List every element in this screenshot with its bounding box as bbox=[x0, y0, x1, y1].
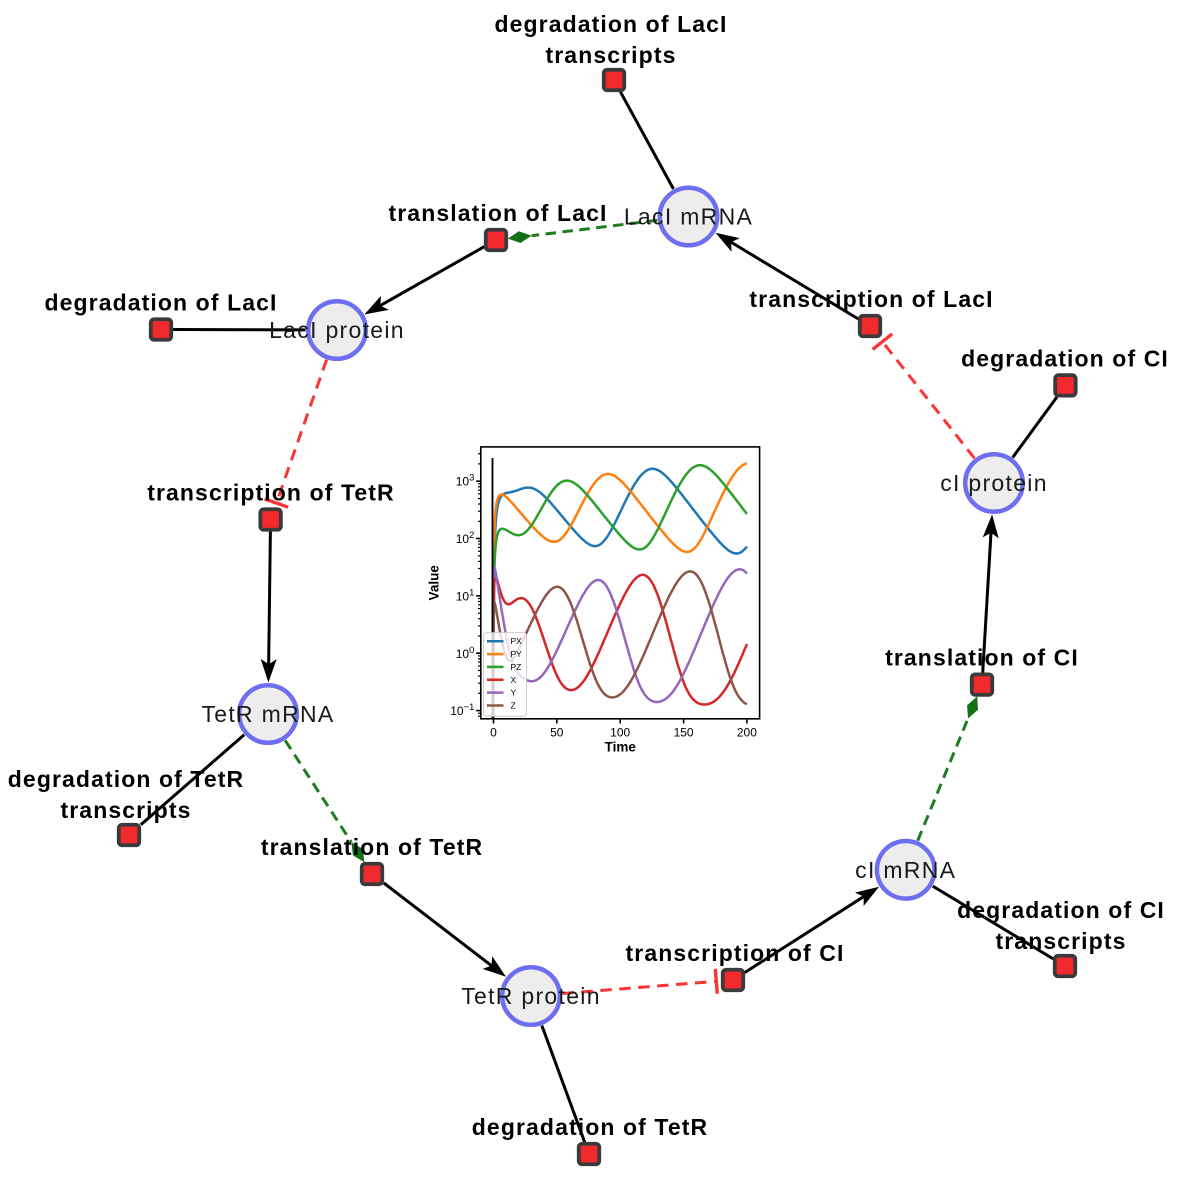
svg-text:cI protein: cI protein bbox=[940, 470, 1048, 496]
svg-text:translation of TetR: translation of TetR bbox=[261, 834, 483, 860]
svg-text:TetR mRNA: TetR mRNA bbox=[201, 701, 334, 727]
svg-text:transcripts: transcripts bbox=[546, 42, 677, 68]
svg-text:degradation of LacI: degradation of LacI bbox=[494, 11, 727, 37]
svg-text:0: 0 bbox=[490, 725, 497, 739]
svg-text:50: 50 bbox=[550, 725, 564, 739]
svg-text:LacI protein: LacI protein bbox=[269, 317, 405, 343]
svg-text:degradation of TetR: degradation of TetR bbox=[8, 766, 244, 792]
svg-text:Y: Y bbox=[511, 688, 517, 698]
svg-text:PZ: PZ bbox=[511, 662, 522, 672]
svg-text:degradation of TetR: degradation of TetR bbox=[472, 1114, 708, 1140]
svg-text:translation of LacI: translation of LacI bbox=[389, 200, 608, 226]
svg-text:200: 200 bbox=[737, 725, 757, 739]
svg-text:Time: Time bbox=[605, 740, 637, 755]
svg-text:Z: Z bbox=[511, 701, 516, 711]
svg-text:transcription of LacI: transcription of LacI bbox=[749, 286, 993, 312]
svg-text:X: X bbox=[511, 675, 517, 685]
svg-text:150: 150 bbox=[674, 725, 694, 739]
svg-text:cI mRNA: cI mRNA bbox=[855, 857, 956, 883]
svg-text:PX: PX bbox=[511, 636, 523, 646]
svg-text:PY: PY bbox=[511, 649, 523, 659]
svg-text:transcription of CI: transcription of CI bbox=[626, 940, 845, 966]
svg-text:degradation of LacI: degradation of LacI bbox=[44, 290, 277, 316]
svg-text:transcription of TetR: transcription of TetR bbox=[147, 480, 395, 506]
svg-text:transcripts: transcripts bbox=[61, 797, 192, 823]
svg-text:degradation of CI: degradation of CI bbox=[961, 345, 1169, 371]
svg-text:100: 100 bbox=[610, 725, 630, 739]
svg-text:translation of CI: translation of CI bbox=[885, 645, 1079, 671]
svg-text:transcripts: transcripts bbox=[996, 928, 1127, 954]
svg-text:degradation of CI: degradation of CI bbox=[957, 897, 1165, 923]
svg-text:TetR protein: TetR protein bbox=[461, 983, 601, 1009]
svg-text:Value: Value bbox=[427, 565, 442, 601]
svg-text:LacI mRNA: LacI mRNA bbox=[624, 204, 753, 230]
